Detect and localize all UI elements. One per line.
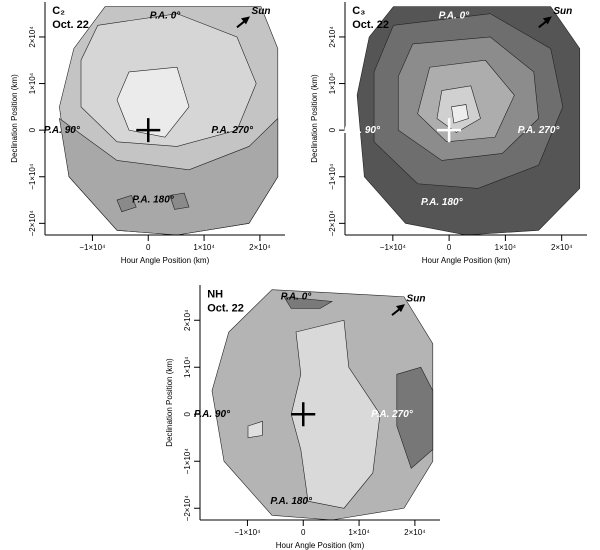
- y-axis-label: Declination Position (km): [165, 358, 174, 447]
- contour-region: [290, 319, 381, 509]
- y-tick-label: 1×10⁴: [28, 72, 37, 94]
- y-tick-label: 0: [183, 411, 192, 416]
- panel-title: NH: [207, 288, 223, 300]
- y-tick-label: −1×10⁴: [28, 163, 37, 190]
- annotation: P.A. 180°: [132, 195, 175, 206]
- x-axis-label: Hour Angle Position (km): [121, 256, 210, 265]
- x-tick-label: 1×10⁴: [495, 243, 517, 252]
- panel-title: C₃: [352, 5, 365, 17]
- annotation: P.A. 90°: [44, 125, 81, 136]
- annotation: P.A. 0°: [281, 291, 312, 302]
- contour-region: [283, 296, 333, 309]
- annotation: P.A. 270°: [518, 125, 561, 136]
- x-tick-label: 0: [301, 528, 306, 537]
- y-tick-label: 1×10⁴: [183, 356, 192, 378]
- sun-arrowhead: [542, 16, 552, 25]
- x-axis-label: Hour Angle Position (km): [422, 256, 511, 265]
- contour-region: [451, 104, 469, 124]
- x-tick-label: 0: [146, 243, 151, 252]
- y-axis-label: Declination Position (km): [10, 74, 19, 163]
- x-tick-label: 2×10⁴: [249, 243, 271, 252]
- x-axis-label: Hour Angle Position (km): [276, 541, 365, 550]
- y-tick-label: 0: [28, 127, 37, 132]
- contour-region: [247, 420, 263, 439]
- y-axis-label: Declination Position (km): [310, 74, 319, 163]
- y-tick-label: 2×10⁴: [328, 26, 337, 48]
- y-tick-label: −2×10⁴: [28, 210, 37, 237]
- y-tick-label: −2×10⁴: [183, 495, 192, 522]
- panel-date: Oct. 22: [52, 19, 89, 31]
- panel-date: Oct. 22: [352, 19, 389, 31]
- annotation: P.A. 180°: [270, 496, 313, 507]
- annotation: P.A. 90°: [194, 409, 231, 420]
- y-tick-label: 2×10⁴: [28, 26, 37, 48]
- panel-title: C₂: [52, 5, 65, 17]
- sun-arrowhead: [396, 304, 405, 313]
- x-tick-label: 0: [447, 243, 452, 252]
- y-tick-label: −2×10⁴: [328, 210, 337, 237]
- y-tick-label: 2×10⁴: [183, 309, 192, 331]
- contour-region: [169, 192, 190, 210]
- y-tick-label: −1×10⁴: [183, 448, 192, 475]
- contour-region: [58, 117, 279, 236]
- x-tick-label: 2×10⁴: [551, 243, 573, 252]
- contour-region: [116, 195, 137, 213]
- sun-arrowhead: [241, 16, 250, 25]
- annotation: Sun: [407, 294, 426, 305]
- y-tick-label: 1×10⁴: [328, 72, 337, 94]
- annotation: P.A. 0°: [439, 11, 470, 22]
- x-tick-label: −1×10⁴: [79, 243, 106, 252]
- annotation: P.A. 270°: [211, 125, 254, 136]
- x-tick-label: 2×10⁴: [404, 528, 426, 537]
- contour-region: [116, 66, 190, 138]
- annotation: P.A. 270°: [371, 409, 414, 420]
- annotation: P.A. 180°: [421, 197, 464, 208]
- annotation: Sun: [553, 6, 572, 17]
- panel-date: Oct. 22: [207, 302, 244, 314]
- x-tick-label: 1×10⁴: [348, 528, 370, 537]
- annotation: P.A. 90°: [344, 125, 381, 136]
- x-tick-label: −1×10⁴: [234, 528, 261, 537]
- x-tick-label: 1×10⁴: [193, 243, 215, 252]
- contour-region: [396, 366, 434, 469]
- x-tick-label: −1×10⁴: [380, 243, 407, 252]
- y-tick-label: 0: [328, 127, 337, 132]
- annotation: P.A. 0°: [150, 11, 181, 22]
- y-tick-label: −1×10⁴: [328, 163, 337, 190]
- annotation: Sun: [252, 6, 271, 17]
